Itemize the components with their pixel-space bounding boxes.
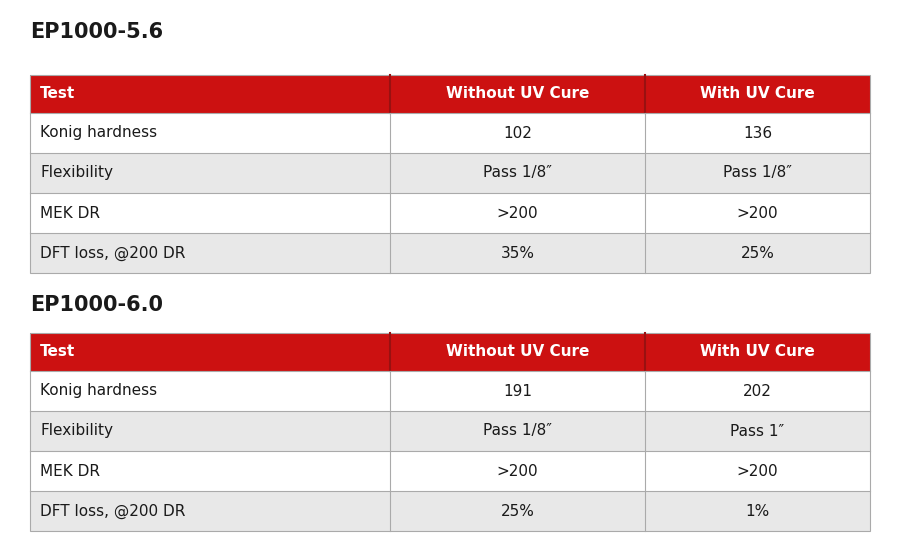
Text: DFT loss, @200 DR: DFT loss, @200 DR xyxy=(40,503,185,519)
Text: EP1000-6.0: EP1000-6.0 xyxy=(30,295,163,315)
Text: 25%: 25% xyxy=(741,245,774,261)
Text: 35%: 35% xyxy=(500,245,535,261)
Text: DFT loss, @200 DR: DFT loss, @200 DR xyxy=(40,245,185,261)
Text: Konig hardness: Konig hardness xyxy=(40,125,158,140)
Bar xyxy=(30,451,390,491)
Bar xyxy=(645,153,870,193)
Text: Test: Test xyxy=(40,344,76,360)
Text: 191: 191 xyxy=(503,383,532,399)
Text: MEK DR: MEK DR xyxy=(40,464,100,478)
Bar xyxy=(390,233,645,273)
Text: >200: >200 xyxy=(737,206,778,221)
Bar xyxy=(390,75,645,113)
Bar xyxy=(645,193,870,233)
Bar xyxy=(390,193,645,233)
Text: >200: >200 xyxy=(497,464,538,478)
Text: >200: >200 xyxy=(737,464,778,478)
Bar xyxy=(30,411,390,451)
Bar xyxy=(30,75,870,273)
Text: Pass 1/8″: Pass 1/8″ xyxy=(483,424,552,438)
Text: With UV Cure: With UV Cure xyxy=(700,86,814,102)
Bar xyxy=(645,333,870,371)
Text: EP1000-5.6: EP1000-5.6 xyxy=(30,22,163,42)
Text: 136: 136 xyxy=(742,125,772,140)
Bar xyxy=(30,333,390,371)
Bar xyxy=(30,371,390,411)
Text: Pass 1/8″: Pass 1/8″ xyxy=(723,166,792,180)
Text: Test: Test xyxy=(40,86,76,102)
Text: Without UV Cure: Without UV Cure xyxy=(446,344,590,360)
Text: Flexibility: Flexibility xyxy=(40,166,113,180)
Bar xyxy=(30,193,390,233)
Bar xyxy=(645,451,870,491)
Bar xyxy=(30,491,390,531)
Text: Konig hardness: Konig hardness xyxy=(40,383,158,399)
Bar xyxy=(645,75,870,113)
Text: Pass 1″: Pass 1″ xyxy=(731,424,785,438)
Text: >200: >200 xyxy=(497,206,538,221)
Text: With UV Cure: With UV Cure xyxy=(700,344,814,360)
Bar xyxy=(645,233,870,273)
Text: Flexibility: Flexibility xyxy=(40,424,113,438)
Text: Pass 1/8″: Pass 1/8″ xyxy=(483,166,552,180)
Text: MEK DR: MEK DR xyxy=(40,206,100,221)
Bar xyxy=(30,113,390,153)
Bar xyxy=(390,411,645,451)
Bar xyxy=(645,411,870,451)
Text: 1%: 1% xyxy=(745,503,770,519)
Bar xyxy=(390,451,645,491)
Bar xyxy=(30,153,390,193)
Text: 25%: 25% xyxy=(500,503,535,519)
Text: 102: 102 xyxy=(503,125,532,140)
Bar xyxy=(390,113,645,153)
Text: 202: 202 xyxy=(743,383,772,399)
Bar xyxy=(390,491,645,531)
Bar xyxy=(30,333,870,531)
Bar xyxy=(390,333,645,371)
Bar xyxy=(645,491,870,531)
Text: Without UV Cure: Without UV Cure xyxy=(446,86,590,102)
Bar xyxy=(30,75,390,113)
Bar xyxy=(390,371,645,411)
Bar xyxy=(645,113,870,153)
Bar xyxy=(645,371,870,411)
Bar xyxy=(30,233,390,273)
Bar xyxy=(390,153,645,193)
